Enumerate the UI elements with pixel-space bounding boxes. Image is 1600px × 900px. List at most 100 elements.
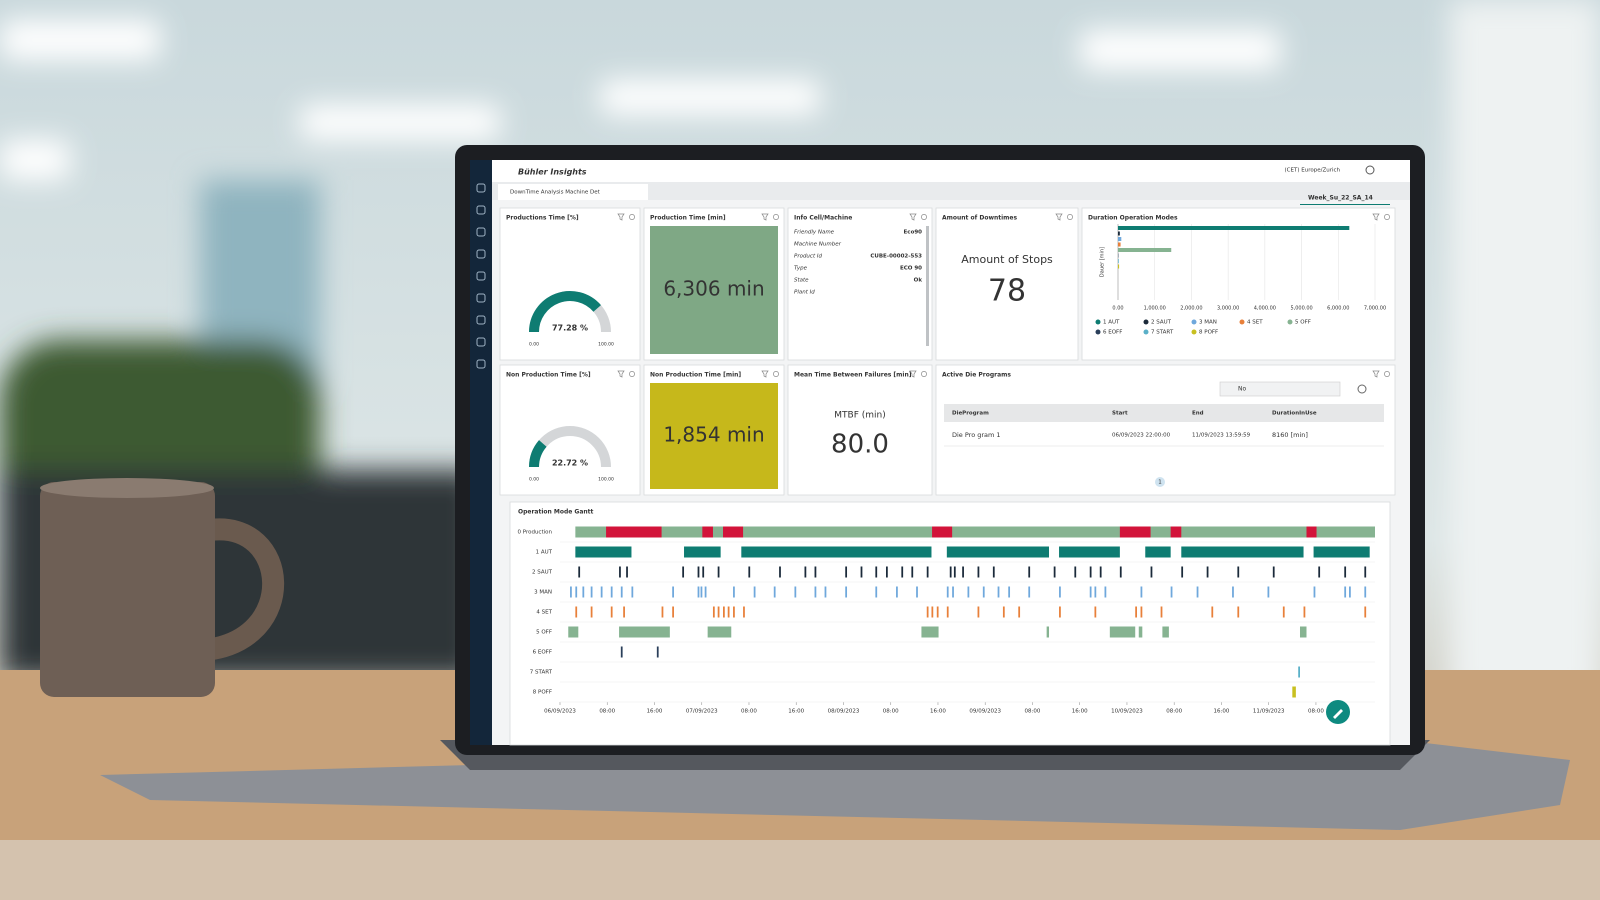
filter-icon[interactable] (761, 213, 769, 221)
gauge-label: 22.72 % (552, 459, 588, 468)
legend-swatch (1287, 319, 1293, 325)
gantt-segment (723, 526, 744, 538)
refresh-icon[interactable] (1384, 214, 1390, 220)
sidebar-icon[interactable] (476, 359, 486, 369)
row-label: 5 OFF (536, 630, 552, 636)
row-label: 0 Production (517, 530, 552, 536)
sidebar-icon[interactable] (476, 183, 486, 193)
week-selector-label[interactable]: Week_Su_22_SA_14 (1308, 195, 1373, 202)
sidebar-icon[interactable] (476, 293, 486, 303)
gantt-segment (717, 566, 720, 578)
bar (1118, 231, 1120, 236)
refresh-icon[interactable] (921, 214, 927, 220)
y-axis-label: Dauer [min] (1100, 247, 1106, 277)
gantt-segment (1140, 586, 1143, 598)
sidebar-icon[interactable] (476, 227, 486, 237)
gantt-segment (916, 586, 918, 598)
legend-swatch (1095, 329, 1101, 335)
filter-icon[interactable] (1055, 213, 1063, 221)
row-label: 8 POFF (533, 690, 552, 696)
gantt-segment (1089, 586, 1092, 598)
gauge-value (529, 291, 601, 333)
gantt-segment (575, 606, 578, 618)
gantt-segment (1196, 586, 1199, 598)
gantt-segment (1313, 546, 1370, 558)
refresh-icon[interactable] (773, 214, 779, 220)
info-label: Friendly Name (794, 230, 835, 236)
gantt-segment (626, 566, 628, 578)
gantt-segment (1170, 586, 1173, 598)
settings-icon[interactable] (1357, 384, 1367, 394)
gauge-max: 100.00 (598, 477, 614, 483)
gantt-segment (936, 606, 939, 618)
gantt-segment (672, 586, 674, 598)
info-value: ECO 90 (900, 266, 922, 272)
filter-icon[interactable] (909, 370, 917, 378)
gantt-segment (1313, 586, 1316, 598)
column-header: End (1192, 411, 1204, 417)
user-icon[interactable] (1365, 165, 1375, 175)
sidebar-icon[interactable] (476, 249, 486, 259)
gantt-segment (590, 606, 593, 618)
gantt-segment (794, 586, 797, 598)
widget-title: Non Production Time [min] (650, 372, 741, 379)
gantt-segment (967, 586, 970, 598)
filter-icon[interactable] (617, 213, 625, 221)
refresh-icon[interactable] (1067, 214, 1073, 220)
gantt-segment (773, 586, 776, 598)
gantt-segment (1138, 626, 1143, 638)
gantt-segment (901, 566, 904, 578)
gantt-segment (845, 586, 848, 598)
widget-title: Info Cell/Machine (794, 215, 852, 222)
x-tick-label: 08:00 (883, 709, 899, 715)
gantt-segment (1282, 606, 1285, 618)
refresh-icon[interactable] (773, 371, 779, 377)
gantt-segment (926, 606, 929, 618)
gantt-segment (1272, 566, 1275, 578)
filter-icon[interactable] (761, 370, 769, 378)
gantt-segment (1099, 566, 1102, 578)
filter-icon[interactable] (1372, 213, 1380, 221)
search-box[interactable] (1219, 381, 1341, 397)
gantt-segment (1109, 626, 1136, 638)
x-tick-label: 16:00 (1214, 709, 1230, 715)
gantt-segment (1002, 606, 1005, 618)
gantt-segment (946, 606, 949, 618)
gantt-segment (896, 586, 898, 598)
bar (1118, 259, 1119, 263)
gantt-segment (570, 586, 572, 598)
sidebar-icon[interactable] (476, 205, 486, 215)
legend-swatch (1239, 319, 1245, 325)
filter-icon[interactable] (1372, 370, 1380, 378)
legend-swatch (1095, 319, 1101, 325)
gantt-segment (1104, 586, 1107, 598)
refresh-icon[interactable] (921, 371, 927, 377)
filter-icon[interactable] (617, 370, 625, 378)
widget-card (509, 501, 1391, 746)
filter-icon[interactable] (909, 213, 917, 221)
sidebar-icon[interactable] (476, 315, 486, 325)
refresh-icon[interactable] (1384, 371, 1390, 377)
sidebar-icon[interactable] (476, 271, 486, 281)
sidebar-icon[interactable] (476, 337, 486, 347)
gauge-min: 0.00 (529, 342, 539, 348)
tab[interactable] (498, 184, 648, 200)
refresh-icon[interactable] (629, 214, 635, 220)
gantt-segment (1119, 526, 1151, 538)
refresh-icon[interactable] (629, 371, 635, 377)
gantt-segment (575, 586, 578, 598)
gantt-segment (697, 566, 700, 578)
widget-title: Mean Time Between Failures [min] (794, 372, 912, 379)
page-indicator[interactable] (1155, 477, 1165, 487)
gantt-segment (707, 626, 732, 638)
gantt-segment (748, 566, 751, 578)
timezone: (CET) Europe/Zurich (1285, 168, 1341, 174)
gantt-segment (1059, 546, 1120, 558)
gantt-segment (1237, 606, 1240, 618)
gantt-segment (1299, 626, 1307, 638)
gauge-max: 100.00 (598, 342, 614, 348)
x-tick-label: 08:00 (741, 709, 757, 715)
x-tick-label: 08:00 (1166, 709, 1182, 715)
gantt-segment (1364, 566, 1367, 578)
